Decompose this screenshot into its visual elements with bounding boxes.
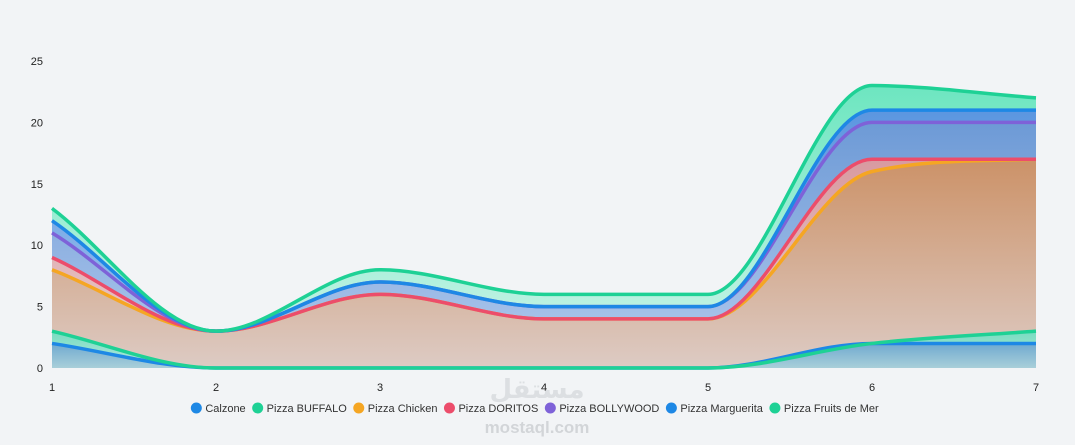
- legend-item-pizza-doritos[interactable]: Pizza DORITOS: [443, 402, 538, 416]
- x-axis: 1 2 3 4 5 6 7: [49, 382, 1039, 394]
- y-tick-label: 25: [31, 56, 43, 68]
- x-tick-label: 6: [869, 382, 875, 394]
- legend-label: Pizza Marguerita: [680, 403, 763, 415]
- y-tick-label: 5: [37, 302, 43, 314]
- y-axis: 0 5 10 15 20 25: [31, 56, 43, 375]
- y-tick-label: 20: [31, 117, 43, 129]
- watermark-latin: mostaql.com: [485, 418, 590, 437]
- legend-label: Pizza BOLLYWOOD: [559, 403, 659, 415]
- legend-marker: [769, 402, 781, 414]
- line-pizza-fruits-de-mer[interactable]: [50, 83, 1037, 333]
- legend-label: Pizza Chicken: [368, 403, 438, 415]
- y-tick-label: 15: [31, 179, 43, 191]
- area-calzone: [52, 343, 1036, 368]
- legend-label: Pizza BUFFALO: [267, 403, 348, 415]
- x-tick-label: 7: [1033, 382, 1039, 394]
- y-tick-label: 10: [31, 240, 43, 252]
- line-layer: [50, 83, 1037, 370]
- legend-marker: [252, 402, 264, 414]
- legend-item-calzone[interactable]: Calzone: [190, 402, 246, 416]
- legend-item-pizza-marguerita[interactable]: Pizza Marguerita: [665, 402, 764, 416]
- legend-marker: [190, 402, 202, 414]
- x-tick-label: 1: [49, 382, 55, 394]
- watermark: مستقل mostaql.com: [485, 374, 590, 437]
- legend-marker: [353, 402, 365, 414]
- legend-marker: [443, 402, 455, 414]
- legend-marker: [665, 402, 677, 414]
- line-pizza-buffalo[interactable]: [51, 329, 1037, 370]
- legend-item-pizza-fruits-de-mer[interactable]: Pizza Fruits de Mer: [769, 402, 879, 416]
- x-tick-label: 5: [705, 382, 711, 394]
- area-layer: [52, 85, 1036, 368]
- area-pizza-chicken: [52, 159, 1036, 368]
- legend-label: Pizza Fruits de Mer: [784, 403, 879, 415]
- y-tick-label: 0: [37, 363, 43, 375]
- x-tick-label: 2: [213, 382, 219, 394]
- watermark-arabic: مستقل: [489, 374, 584, 404]
- legend-marker: [544, 402, 556, 414]
- legend-item-pizza-buffalo[interactable]: Pizza BUFFALO: [252, 402, 348, 416]
- legend-item-pizza-chicken[interactable]: Pizza Chicken: [353, 402, 438, 416]
- x-tick-label: 3: [377, 382, 383, 394]
- legend: Calzone Pizza BUFFALO Pizza Chicken Pizza D…: [190, 402, 879, 416]
- legend-label: Calzone: [205, 403, 245, 415]
- legend-item-pizza-bollywood[interactable]: Pizza BOLLYWOOD: [544, 402, 660, 416]
- legend-label: Pizza DORITOS: [458, 403, 538, 415]
- x-tick-label: 4: [541, 382, 547, 394]
